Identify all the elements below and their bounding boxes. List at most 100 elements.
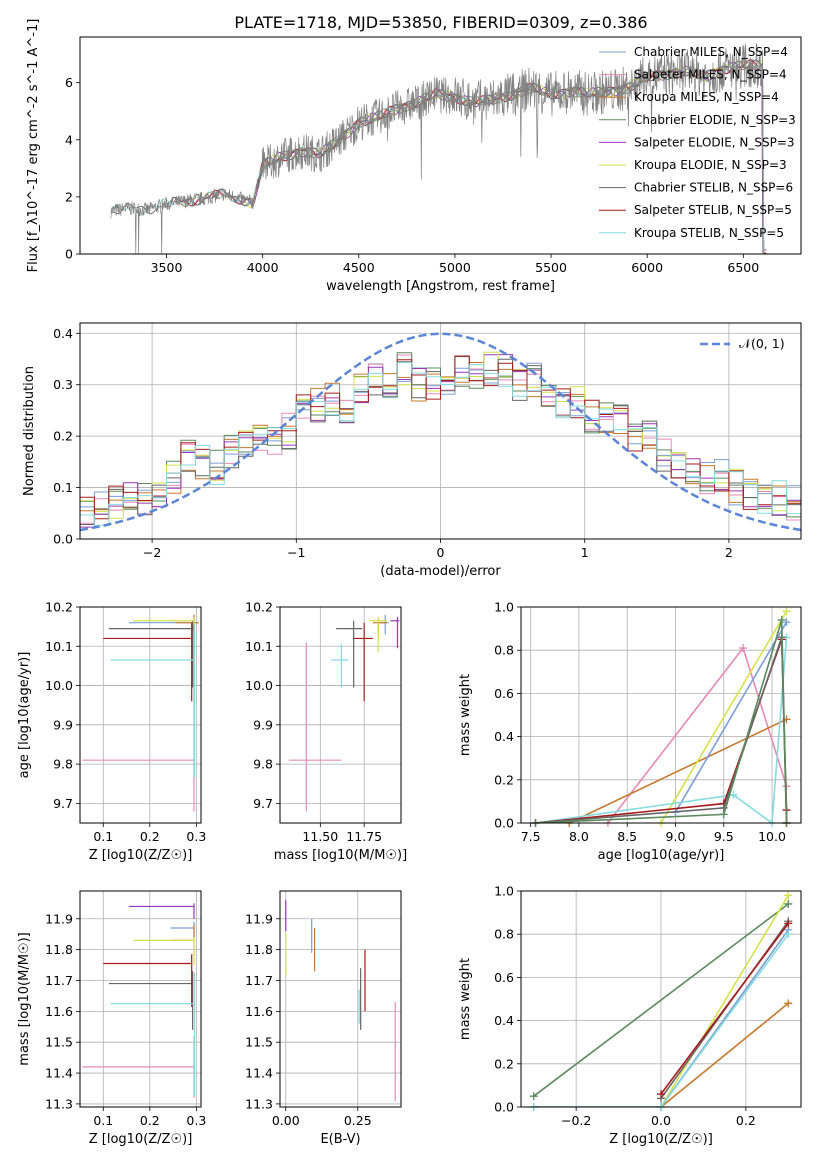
weight-line: [533, 903, 789, 1097]
legend-entry: Chabrier STELIB, N_SSP=6: [634, 181, 793, 195]
x-axis-label: mass [log10(M/M☉)]: [274, 848, 407, 863]
x-axis-label: wavelength [Angstrom, rest frame]: [326, 279, 555, 294]
weight-line: [535, 637, 788, 823]
x-tick-label: 9.0: [666, 829, 686, 844]
weight-marker: [784, 999, 793, 1008]
y-axis-label: mass [log10(M/M☉)]: [17, 932, 32, 1065]
x-axis-label: Z [log10(Z/Z☉)]: [89, 848, 193, 863]
x-tick-label: 0.1: [93, 829, 113, 844]
weight-marker: [784, 919, 793, 928]
residual-histogram: [80, 362, 801, 526]
weight-marker: [719, 810, 728, 819]
x-tick-label: 4000: [247, 260, 279, 275]
weight-line: [533, 933, 789, 1107]
y-tick-label: 10.1: [245, 639, 273, 654]
y-tick-label: 1.0: [494, 600, 514, 615]
y-tick-label: 0.0: [494, 816, 514, 831]
x-tick-label: 11.50: [302, 829, 338, 844]
x-tick-label: 0.3: [186, 1113, 206, 1128]
axes-frame: [79, 606, 202, 824]
legend-entry: Kroupa STELIB, N_SSP=5: [634, 226, 784, 240]
legend-entry: Salpeter ELODIE, N_SSP=3: [634, 135, 795, 149]
y-tick-label: 9.8: [53, 757, 73, 772]
y-tick-label: 11.6: [245, 1004, 273, 1019]
weight-marker: [784, 930, 793, 939]
x-tick-label: 0.00: [272, 1113, 300, 1128]
weight-vs-age-panel: 7.5 8.0 8.5 9.0 9.5 10.0 0.0 0.2 0.4 0.6 0.8 1.0 age…: [458, 600, 802, 863]
weight-marker: [729, 790, 738, 799]
x-axis-label: E(B-V): [320, 1132, 360, 1147]
y-tick-label: 9.9: [53, 717, 73, 732]
x-tick-label: 9.5: [714, 829, 734, 844]
mass-vs-EBV-panel: 0.00 0.25 11.3 11.4 11.5 11.6 11.7 11.8 11.9 E(B-…: [245, 890, 402, 1147]
weight-line: [533, 894, 789, 1107]
weight-marker: [777, 615, 786, 624]
y-tick-label: 9.9: [253, 717, 273, 732]
axes-frame: [79, 36, 802, 255]
x-tick-label: 4500: [343, 260, 375, 275]
spectrum-panel: 3500 4000 4500 5000 5500 6000 6500 0 2 4 6 waveleng…: [26, 19, 802, 294]
y-tick-label: 11.7: [245, 973, 273, 988]
y-axis-label: mass weight: [458, 674, 473, 756]
weight-line: [533, 929, 789, 1107]
y-tick-label: 0.8: [494, 643, 514, 658]
y-tick-label: 0.4: [494, 729, 514, 744]
y-tick-label: 10.0: [45, 678, 73, 693]
x-axis-label: age [log10(age/yr)]: [598, 848, 725, 863]
y-tick-label: 0.4: [53, 326, 73, 341]
weight-marker: [529, 1092, 538, 1101]
x-tick-label: 8.5: [617, 829, 637, 844]
y-tick-label: 0.2: [53, 429, 73, 444]
x-tick-label: 0.2: [140, 1113, 160, 1128]
x-tick-label: −2: [143, 545, 161, 560]
age-vs-mass-panel: 11.50 11.75 9.7 9.8 9.9 10.0 10.1 10.2 mass [log…: [245, 600, 407, 864]
y-tick-label: 0: [65, 247, 73, 262]
y-tick-label: 11.4: [245, 1066, 273, 1081]
axes-frame: [520, 606, 802, 824]
x-tick-label: −0.2: [561, 1113, 591, 1128]
axes-frame: [279, 606, 402, 824]
x-tick-label: 2: [725, 545, 733, 560]
y-axis-label: Normed distribution: [22, 366, 37, 496]
x-axis-label: Z [log10(Z/Z☉)]: [609, 1132, 713, 1147]
y-tick-label: 11.3: [45, 1096, 73, 1111]
x-tick-label: 0.3: [186, 829, 206, 844]
mass-vs-Z-panel: 0.1 0.2 0.3 11.3 11.4 11.5 11.6 11.7 11.8 11.9 Z […: [17, 890, 206, 1147]
x-tick-label: 0.1: [93, 1113, 113, 1128]
axes-frame: [520, 890, 802, 1108]
x-tick-label: 0: [437, 545, 445, 560]
y-tick-label: 9.8: [253, 757, 273, 772]
y-axis-label: Flux [f_λ10^-17 erg cm^-2 s^-1 A^-1]: [26, 19, 41, 273]
figure-title: PLATE=1718, MJD=53850, FIBERID=0309, z=0…: [234, 13, 647, 32]
y-tick-label: 11.3: [245, 1096, 273, 1111]
x-axis-label: (data-model)/error: [380, 564, 501, 579]
legend-entry: Chabrier MILES, N_SSP=4: [634, 45, 788, 59]
axes-frame: [79, 890, 202, 1108]
y-tick-label: 0.4: [494, 1013, 514, 1028]
weight-marker: [782, 618, 791, 627]
y-tick-label: 9.7: [53, 796, 73, 811]
weight-line: [568, 718, 787, 823]
weight-line: [660, 610, 788, 823]
y-tick-label: 9.7: [253, 796, 273, 811]
y-tick-label: 4: [65, 132, 73, 147]
weight-marker: [782, 607, 791, 616]
x-tick-label: 11.75: [346, 829, 382, 844]
legend-entry: Kroupa ELODIE, N_SSP=3: [634, 158, 787, 172]
x-tick-label: 0.25: [344, 1113, 372, 1128]
y-tick-label: 0.6: [494, 686, 514, 701]
x-tick-label: 10.0: [758, 829, 786, 844]
y-axis-label: age [log10(age/yr)]: [17, 652, 32, 779]
y-tick-label: 0.6: [494, 970, 514, 985]
legend-entry: Salpeter STELIB, N_SSP=5: [634, 203, 792, 217]
weight-marker: [784, 899, 793, 908]
x-tick-label: 6500: [727, 260, 759, 275]
axes-frame: [279, 890, 402, 1108]
x-tick-label: 0.2: [736, 1113, 756, 1128]
y-tick-label: 11.5: [245, 1035, 273, 1050]
y-tick-label: 11.5: [45, 1035, 73, 1050]
y-tick-label: 11.9: [45, 911, 73, 926]
y-tick-label: 10.0: [245, 678, 273, 693]
legend-entry: 𝒩(0, 1): [739, 336, 785, 351]
